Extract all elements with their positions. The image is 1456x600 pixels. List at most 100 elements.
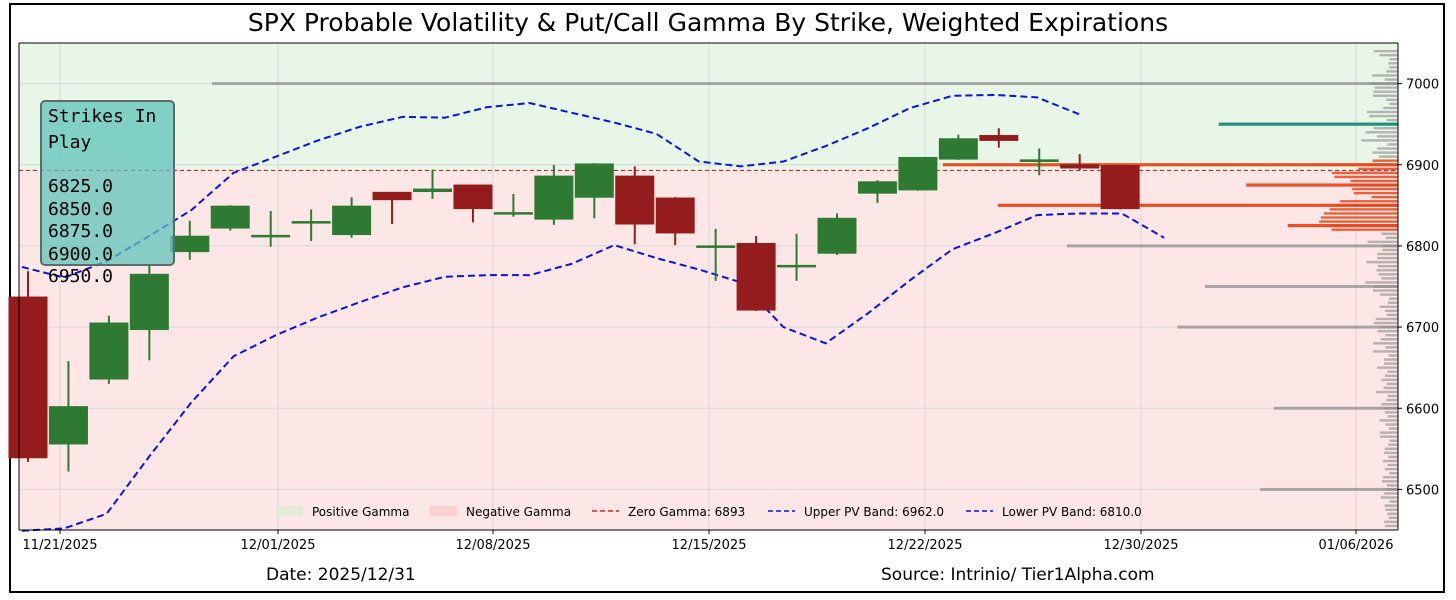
- gamma-profile-bar: [1389, 500, 1398, 503]
- gamma-strike-bar: [212, 82, 1398, 86]
- pv-bands: [19, 93, 1398, 532]
- gamma-profile-bar: [1365, 281, 1398, 284]
- candle-body: [534, 175, 574, 220]
- gamma-profile-bar: [1353, 191, 1398, 195]
- x-tick-label: 12/15/2025: [672, 538, 747, 553]
- gamma-profile-bar: [1379, 293, 1398, 296]
- legend: Positive Gamma Negative Gamma Zero Gamma: …: [276, 505, 1142, 519]
- gamma-profile-bar: [1372, 151, 1398, 154]
- gamma-profile-bar: [1331, 228, 1398, 231]
- candles: [8, 128, 1140, 472]
- gamma-profile-bar: [1381, 480, 1398, 483]
- gamma-profile-bar: [1387, 370, 1398, 373]
- gamma-profile-bar: [1323, 212, 1398, 215]
- gamma-profile-bar: [1372, 350, 1398, 353]
- gamma-profile-bar: [1389, 471, 1398, 475]
- gamma-profile-bar: [1379, 419, 1398, 422]
- gamma-profile-bar: [1384, 374, 1398, 377]
- gamma-profile-bar: [1373, 127, 1398, 130]
- candle-body: [615, 175, 655, 225]
- legend-label: Zero Gamma: 6893: [628, 505, 745, 519]
- gamma-strike-bar: [1177, 325, 1398, 329]
- candle-body: [1100, 165, 1140, 210]
- candle-body: [1060, 164, 1100, 169]
- gamma-profile-bar: [1384, 467, 1398, 471]
- gamma-profile-bar: [1384, 451, 1398, 455]
- strike-item: 6850.0: [48, 198, 114, 220]
- candle-body: [453, 184, 493, 210]
- x-tick-label: 01/06/2026: [1319, 538, 1394, 553]
- gamma-profile-bar: [1388, 455, 1398, 459]
- candle-body: [817, 217, 857, 254]
- gamma-profile-bar: [1382, 459, 1398, 463]
- candle-body: [898, 156, 938, 191]
- gamma-profile-bar: [1381, 277, 1398, 280]
- gamma-profile-bar: [1367, 240, 1398, 244]
- gamma-profile-bar: [1388, 443, 1398, 446]
- gamma-profile-bar: [1373, 90, 1398, 93]
- gamma-profile-bar: [1377, 135, 1398, 138]
- legend-label: Positive Gamma: [312, 505, 409, 519]
- gamma-profile-bar: [1380, 435, 1398, 438]
- gamma-profile-bar: [1384, 504, 1398, 507]
- gamma-profile-bar: [1379, 305, 1398, 308]
- gamma-profile-bar: [1332, 171, 1398, 175]
- gamma-profile-bar: [1376, 147, 1398, 150]
- gamma-profile-bar: [1378, 273, 1398, 276]
- gamma-profile-bar: [1383, 492, 1398, 495]
- gamma-profile-bar: [1383, 386, 1398, 390]
- gamma-profile-bar: [1376, 269, 1398, 272]
- gamma-profile-bar: [1388, 516, 1398, 520]
- gamma-strike-bar: [942, 163, 1398, 167]
- legend-swatch: [430, 506, 457, 516]
- legend-label: Negative Gamma: [466, 505, 571, 519]
- gamma-profile-bar: [1389, 66, 1398, 69]
- gamma-profile-bar: [1382, 248, 1398, 252]
- candle-body: [938, 138, 978, 160]
- gamma-profile-bar: [1388, 297, 1398, 300]
- gamma-profile-bar: [1388, 62, 1398, 65]
- strikes-in-play-box: Strikes In Play 6825.0 6850.0 6875.0 690…: [40, 100, 175, 287]
- gamma-profile-bar: [1385, 346, 1398, 349]
- gamma-strike-bar: [1260, 487, 1398, 491]
- gamma-profile-bar: [1386, 382, 1398, 386]
- gamma-strike-bar: [1246, 183, 1398, 187]
- gamma-profile-bar: [1350, 179, 1398, 183]
- y-tick-label: 6500: [1406, 483, 1439, 498]
- gamma-profile-bar: [1372, 159, 1398, 162]
- footer-source: Source: Intrinio/ Tier1Alpha.com: [881, 565, 1155, 585]
- strike-item: 6900.0: [48, 243, 114, 265]
- chart-title: SPX Probable Volatility & Put/Call Gamma…: [247, 8, 1169, 37]
- gamma-profile-bar: [1371, 196, 1398, 199]
- gamma-profile-bar: [1334, 175, 1398, 179]
- gamma-profile-bar: [1375, 317, 1398, 321]
- gamma-profile-bar: [1361, 139, 1398, 142]
- x-tick-label: 11/21/2025: [23, 538, 98, 553]
- gamma-profile-bar: [1386, 98, 1398, 102]
- candle-body: [48, 406, 88, 445]
- x-tick-label: 12/08/2025: [456, 538, 531, 553]
- gamma-profile-bar: [1381, 378, 1398, 382]
- y-tick-label: 6800: [1406, 240, 1439, 255]
- candle-body: [372, 191, 412, 201]
- gamma-profile-bar: [1385, 423, 1398, 426]
- gamma-profile-bar: [1387, 301, 1398, 304]
- gamma-profile-bar: [1379, 431, 1398, 434]
- legend-swatch: [276, 506, 303, 516]
- gamma-profile-bar: [1386, 398, 1398, 402]
- gamma-profile-bar: [1385, 236, 1398, 239]
- strike-item: 6825.0: [48, 176, 114, 197]
- gamma-profile-bar: [1373, 289, 1398, 292]
- y-tick-label: 6900: [1406, 159, 1439, 174]
- gamma-strike-bar: [1287, 224, 1398, 228]
- gamma-profile-bar: [1379, 53, 1398, 57]
- gamma-profile-bar: [1320, 216, 1398, 219]
- gamma-profile-bar: [1366, 260, 1398, 264]
- gamma-profile-bar: [1383, 476, 1398, 479]
- x-tick-label: 12/30/2025: [1104, 538, 1179, 553]
- candle-body: [493, 212, 533, 215]
- gamma-profile-bar: [1389, 439, 1398, 442]
- strike-item: 6950.0: [48, 266, 114, 287]
- gamma-profile-bar: [1377, 256, 1398, 260]
